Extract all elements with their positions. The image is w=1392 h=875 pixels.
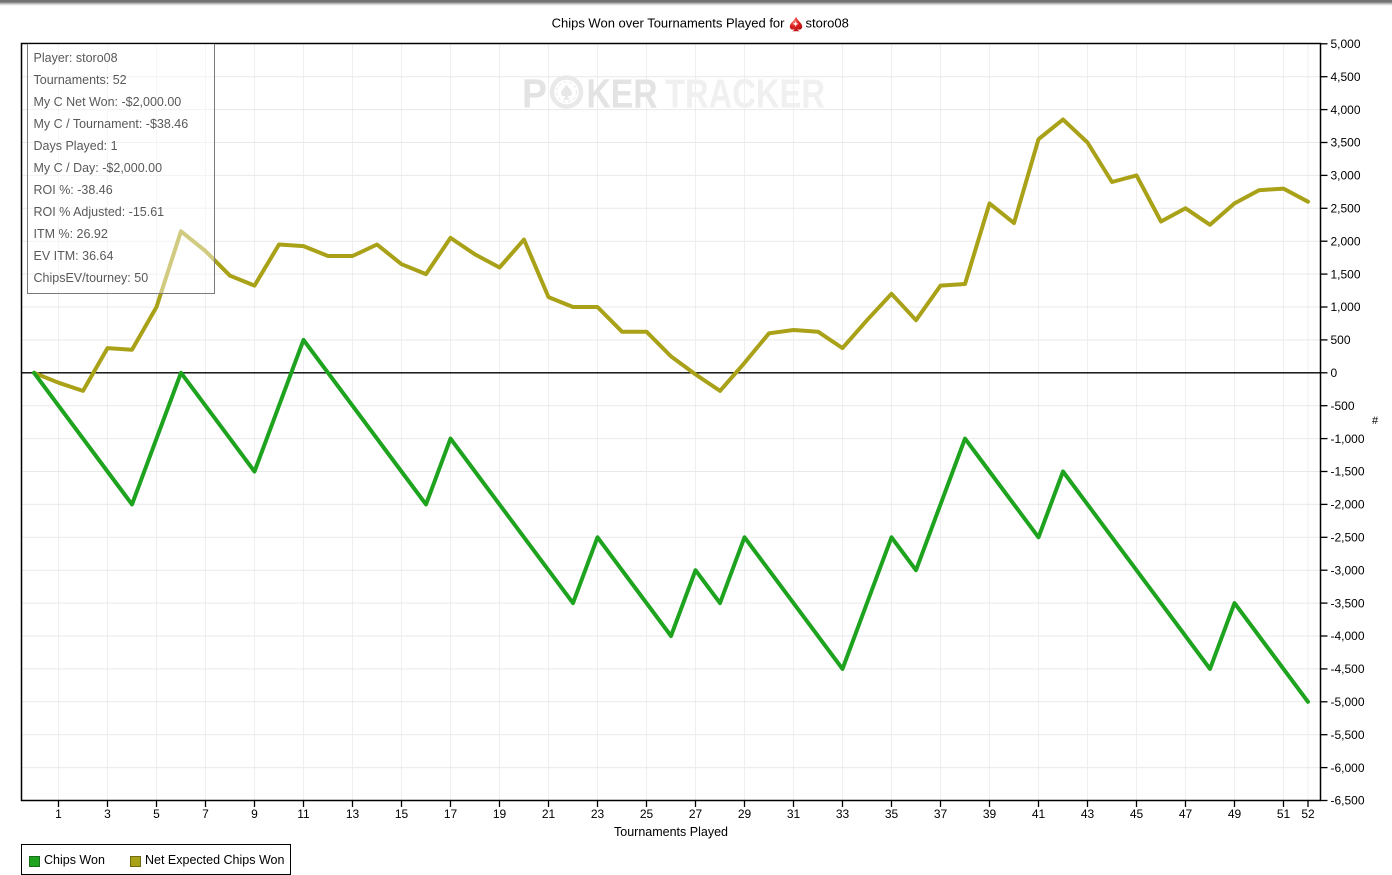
svg-text:35: 35 bbox=[885, 807, 899, 821]
svg-text:17: 17 bbox=[444, 807, 458, 821]
svg-text:1,000: 1,000 bbox=[1331, 300, 1361, 314]
svg-text:1,500: 1,500 bbox=[1331, 267, 1361, 281]
svg-text:3,000: 3,000 bbox=[1331, 169, 1361, 183]
svg-text:-6,500: -6,500 bbox=[1331, 794, 1365, 808]
svg-text:27: 27 bbox=[689, 807, 703, 821]
svg-text:-1,500: -1,500 bbox=[1331, 465, 1365, 479]
svg-text:21: 21 bbox=[542, 807, 556, 821]
svg-text:5: 5 bbox=[153, 807, 160, 821]
svg-text:0: 0 bbox=[1331, 366, 1338, 380]
svg-text:1: 1 bbox=[55, 807, 62, 821]
svg-text:45: 45 bbox=[1130, 807, 1144, 821]
svg-text:3: 3 bbox=[104, 807, 111, 821]
svg-text:-6,000: -6,000 bbox=[1331, 761, 1365, 775]
svg-text:-2,500: -2,500 bbox=[1331, 531, 1365, 545]
svg-text:9: 9 bbox=[251, 807, 258, 821]
svg-text:25: 25 bbox=[640, 807, 654, 821]
svg-text:3,500: 3,500 bbox=[1331, 136, 1361, 150]
svg-text:4,500: 4,500 bbox=[1331, 70, 1361, 84]
svg-text:37: 37 bbox=[934, 807, 948, 821]
svg-text:-4,500: -4,500 bbox=[1331, 662, 1365, 676]
svg-text:33: 33 bbox=[836, 807, 850, 821]
svg-text:Tournaments Played: Tournaments Played bbox=[614, 825, 728, 839]
svg-text:43: 43 bbox=[1081, 807, 1095, 821]
svg-text:500: 500 bbox=[1331, 333, 1351, 347]
svg-text:2,500: 2,500 bbox=[1331, 202, 1361, 216]
svg-text:-1,000: -1,000 bbox=[1331, 432, 1365, 446]
svg-text:47: 47 bbox=[1179, 807, 1193, 821]
svg-text:51: 51 bbox=[1277, 807, 1291, 821]
svg-text:P: P bbox=[522, 71, 547, 117]
svg-text:-3,000: -3,000 bbox=[1331, 563, 1365, 577]
svg-text:KER: KER bbox=[587, 71, 658, 117]
svg-text:5,000: 5,000 bbox=[1331, 37, 1361, 51]
svg-text:-4,000: -4,000 bbox=[1331, 629, 1365, 643]
svg-text:-500: -500 bbox=[1331, 399, 1355, 413]
svg-text:2,000: 2,000 bbox=[1331, 234, 1361, 248]
svg-text:storo08: storo08 bbox=[806, 16, 849, 31]
svg-text:-5,000: -5,000 bbox=[1331, 695, 1365, 709]
svg-text:Chips Won over Tournaments Pla: Chips Won over Tournaments Played for bbox=[552, 16, 786, 31]
svg-text:23: 23 bbox=[591, 807, 605, 821]
svg-text:49: 49 bbox=[1228, 807, 1242, 821]
svg-text:39: 39 bbox=[983, 807, 997, 821]
svg-text:15: 15 bbox=[395, 807, 409, 821]
svg-text:41: 41 bbox=[1032, 807, 1046, 821]
svg-text:13: 13 bbox=[346, 807, 360, 821]
svg-text:TRACKER: TRACKER bbox=[665, 71, 825, 117]
svg-text:#: # bbox=[1372, 415, 1379, 427]
svg-text:7: 7 bbox=[202, 807, 209, 821]
svg-text:29: 29 bbox=[738, 807, 752, 821]
svg-text:-2,000: -2,000 bbox=[1331, 498, 1365, 512]
svg-text:-3,500: -3,500 bbox=[1331, 596, 1365, 610]
svg-text:19: 19 bbox=[493, 807, 507, 821]
svg-text:11: 11 bbox=[297, 807, 310, 821]
svg-text:31: 31 bbox=[787, 807, 801, 821]
svg-text:4,000: 4,000 bbox=[1331, 103, 1361, 117]
svg-text:-5,500: -5,500 bbox=[1331, 728, 1365, 742]
svg-text:52: 52 bbox=[1301, 807, 1315, 821]
